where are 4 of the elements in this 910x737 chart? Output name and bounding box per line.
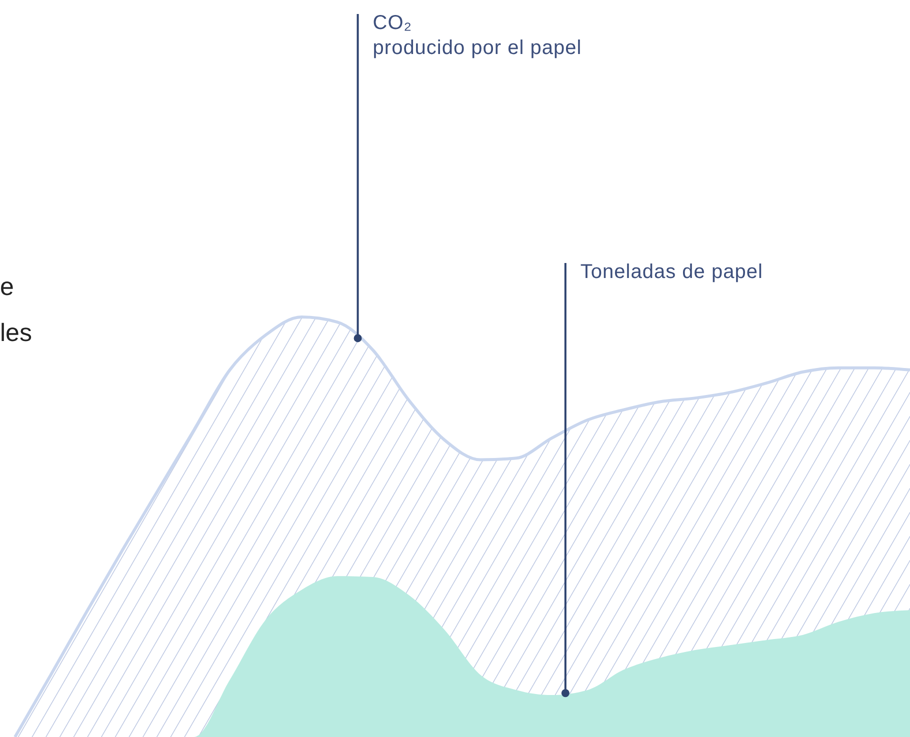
text: CO₂ producido por el papel bbox=[372, 12, 582, 59]
annotation: les bbox=[0, 319, 32, 347]
text: e bbox=[0, 273, 14, 301]
text: Toneladas de papel bbox=[580, 261, 763, 283]
